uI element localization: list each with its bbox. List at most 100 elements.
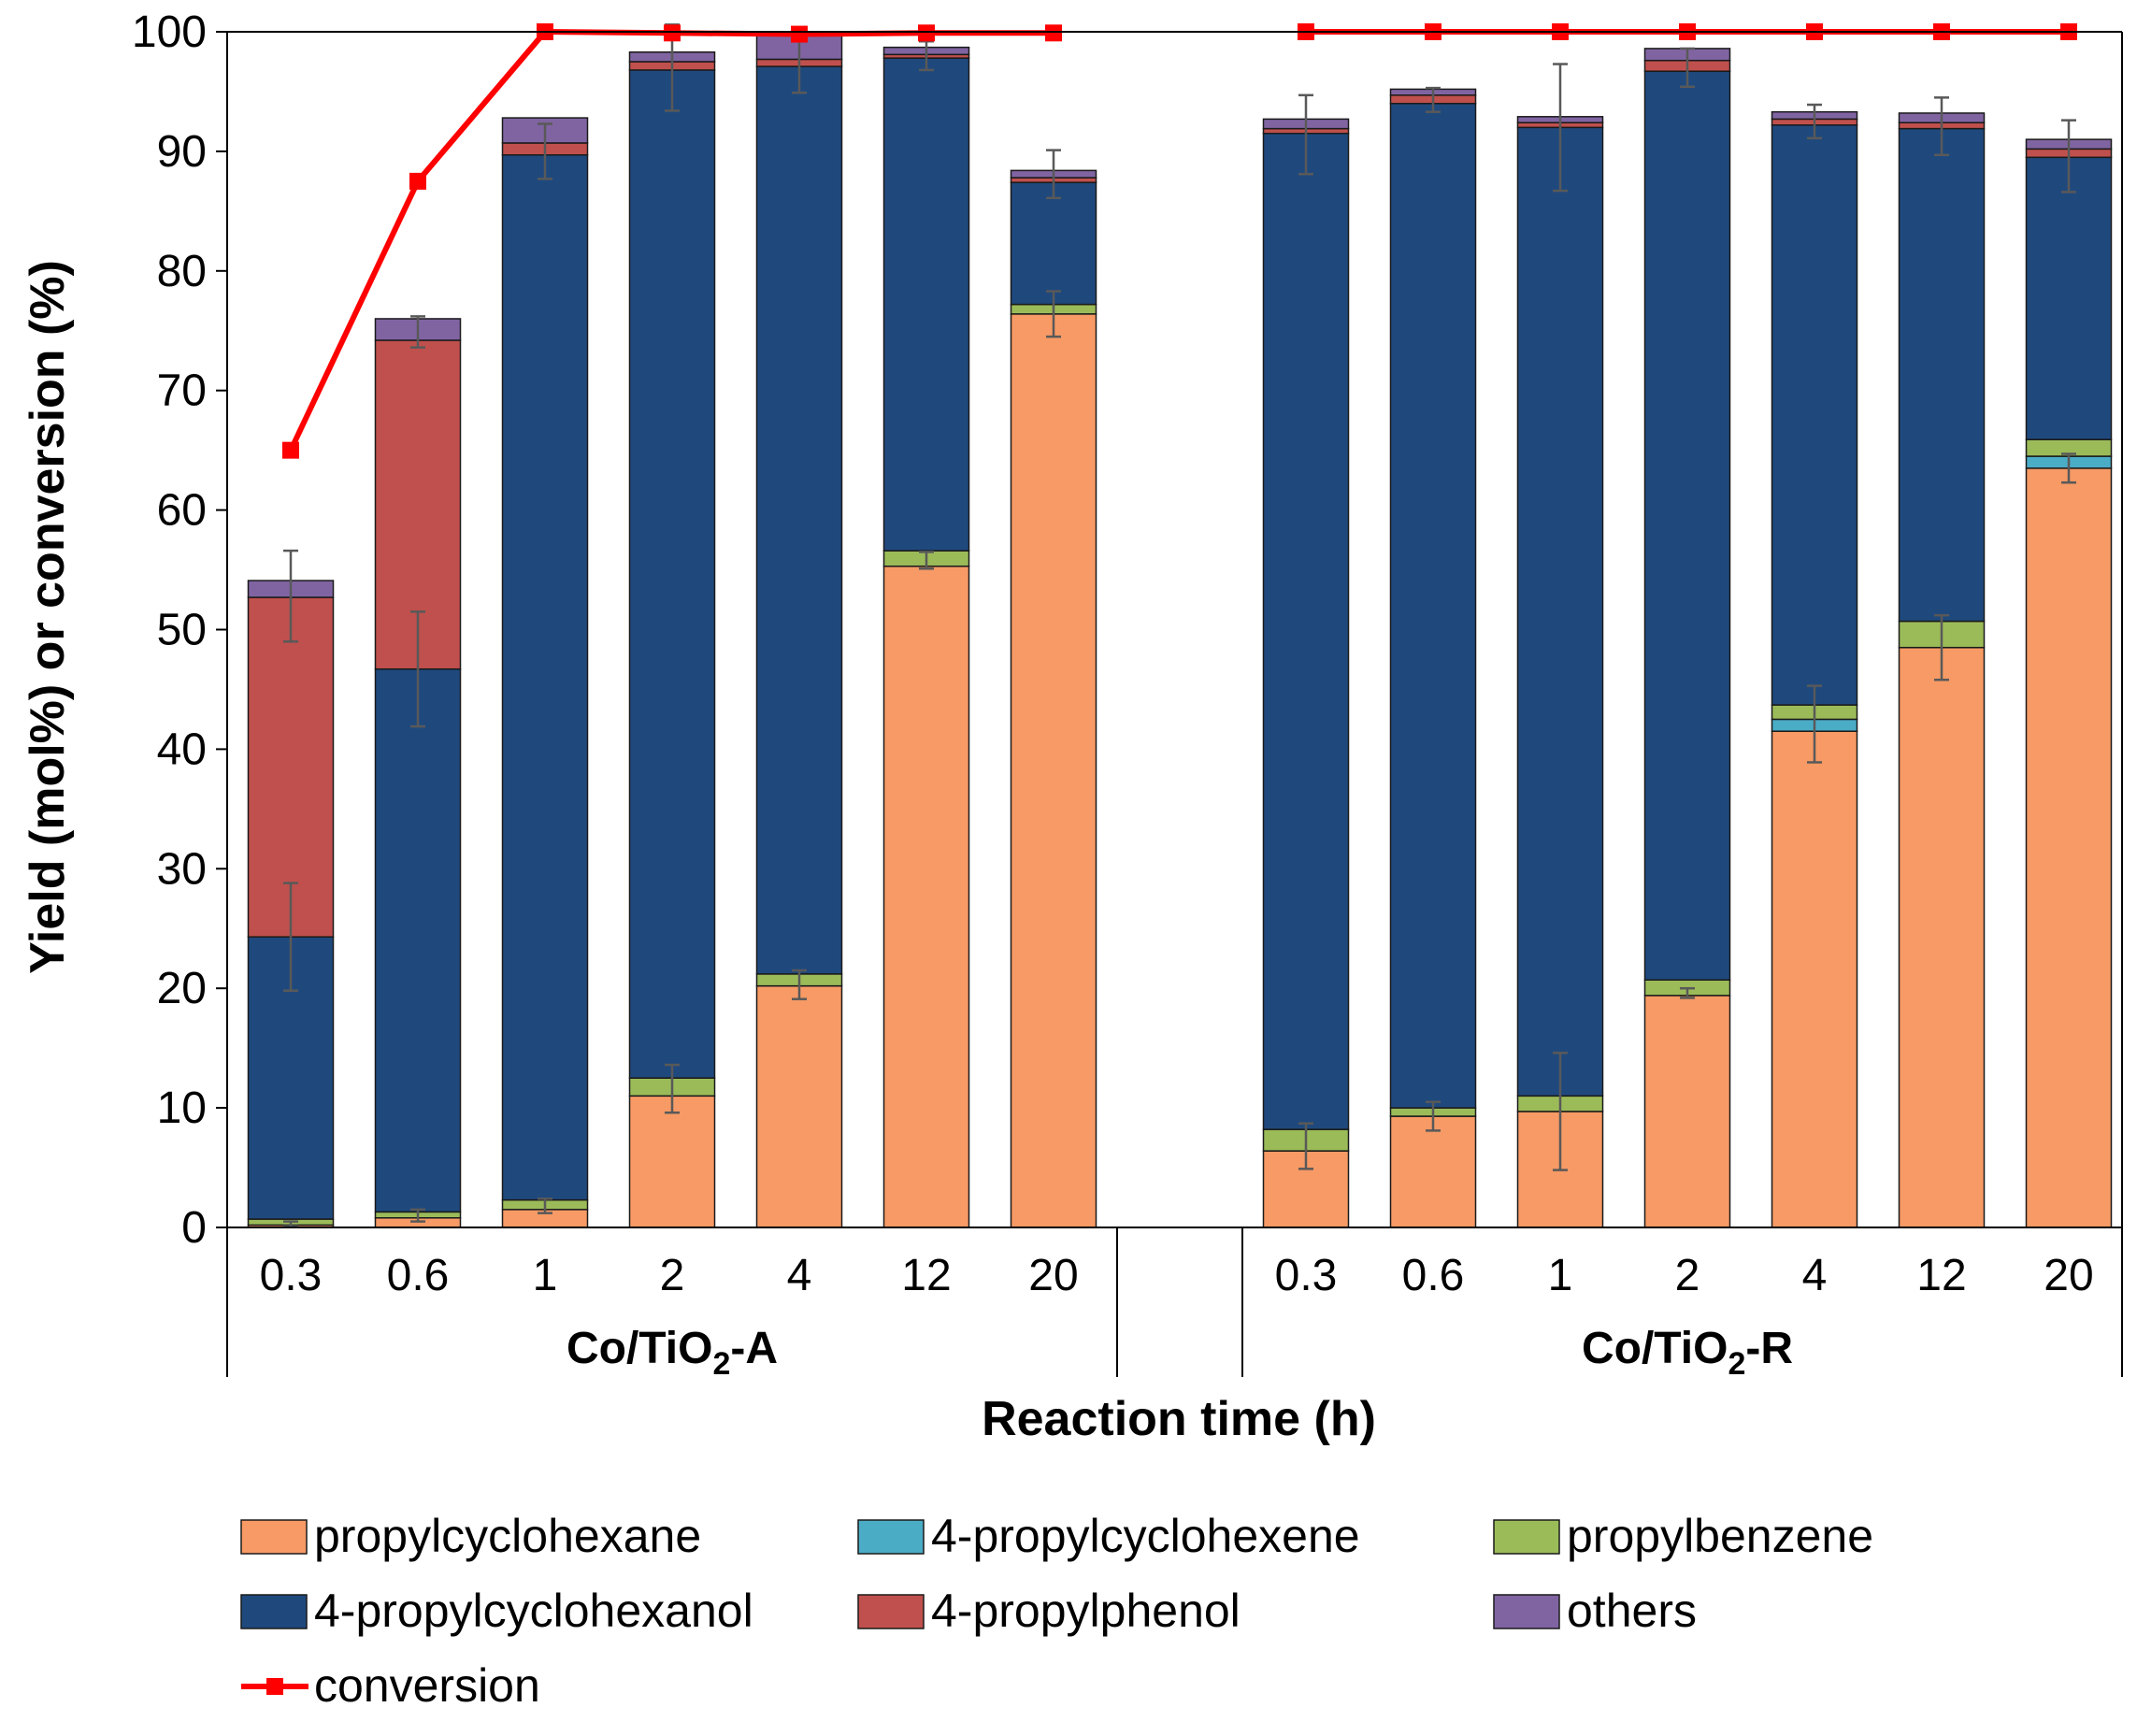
error-bar	[1298, 1122, 1313, 1170]
bar-segment	[1643, 70, 1731, 981]
conversion-marker	[409, 172, 426, 190]
y-tick-label: 60	[157, 486, 207, 536]
legend-label: propylbenzene	[1567, 1510, 1873, 1562]
y-tick-label: 80	[157, 247, 207, 296]
conversion-marker	[664, 24, 681, 42]
y-tick-label: 100	[132, 7, 207, 57]
x-tick-label: 20	[2044, 1251, 2093, 1300]
y-tick-label: 10	[157, 1083, 207, 1133]
legend-label: 4-propylcyclohexene	[931, 1510, 1360, 1562]
error-bar	[410, 1208, 425, 1223]
bar-segment	[1898, 127, 1986, 623]
bar-segment	[1010, 181, 1097, 306]
legend: propylcyclohexane 4-propylcyclohexene prop…	[240, 1510, 1873, 1712]
bar-segment	[501, 153, 589, 1201]
error-bar	[2061, 452, 2076, 484]
legend-label: conversion	[314, 1659, 540, 1712]
x-tick-label: 20	[1028, 1251, 1078, 1300]
error-bar	[792, 968, 807, 1000]
bar-segment	[1389, 1115, 1477, 1228]
bar-segment	[755, 984, 843, 1228]
bar-segment	[1771, 730, 1858, 1228]
group-label: Co/TiO2-A	[567, 1324, 778, 1382]
legend-item: others	[1493, 1585, 1697, 1637]
legend-swatch	[857, 1594, 925, 1629]
error-bar	[1934, 613, 1949, 681]
error-bar	[2061, 119, 2076, 194]
bar-segment	[1516, 126, 1604, 1098]
error-bar	[1934, 96, 1949, 156]
conversion-marker	[1045, 24, 1062, 42]
x-tick-label: 4	[1802, 1251, 1828, 1300]
bar-segment	[2025, 467, 2113, 1228]
error-bar	[283, 1220, 298, 1227]
legend-marker	[266, 1678, 283, 1695]
error-bar	[1807, 103, 1822, 140]
x-tick-label: 2	[1675, 1251, 1700, 1300]
conversion-marker	[918, 24, 935, 42]
y-tick-label: 50	[157, 606, 207, 655]
x-tick-label: 1	[533, 1251, 558, 1300]
y-tick-label: 20	[157, 964, 207, 1013]
x-tick-label: 1	[1548, 1251, 1573, 1300]
bar-segment	[2025, 156, 2113, 440]
error-bar	[1426, 86, 1441, 113]
legend-label: propylcyclohexane	[314, 1510, 701, 1562]
x-tick-label: 0.6	[387, 1251, 450, 1300]
x-tick-label: 0.3	[1275, 1251, 1338, 1300]
y-tick-label: 70	[157, 366, 207, 416]
error-bar	[283, 549, 298, 643]
legend-item: 4-propylphenol	[857, 1585, 1241, 1637]
error-bar	[410, 315, 425, 349]
legend-swatch	[240, 1519, 308, 1555]
x-tick-label: 12	[901, 1251, 951, 1300]
error-bar	[1680, 47, 1695, 89]
bar-segment	[628, 69, 716, 1079]
y-tick-label: 90	[157, 127, 207, 177]
error-bar	[538, 1198, 552, 1214]
plot-area	[247, 23, 2113, 1228]
error-bar	[1807, 684, 1822, 764]
bar-segment	[1389, 102, 1477, 1109]
bar-segment	[1771, 124, 1858, 706]
bar-segment	[1643, 995, 1731, 1228]
error-bar	[1046, 149, 1061, 200]
bar-segment	[882, 565, 970, 1228]
y-tick-label: 0	[181, 1203, 207, 1253]
legend-item: 4-propylcyclohexanol	[240, 1585, 753, 1637]
error-bar	[538, 122, 552, 180]
bar-segment	[247, 596, 335, 938]
bar-segment	[882, 57, 970, 552]
legend-swatch	[240, 1594, 308, 1629]
bar-segment	[1262, 132, 1350, 1130]
legend-swatch	[1493, 1594, 1560, 1629]
x-tick-label: 0.6	[1402, 1251, 1465, 1300]
legend-item: propylbenzene	[1493, 1510, 1873, 1562]
error-bar	[1680, 986, 1695, 999]
y-tick-label: 40	[157, 725, 207, 774]
bar-segment	[374, 667, 462, 1213]
error-bar	[665, 1063, 680, 1114]
bar-segment	[628, 1095, 716, 1228]
conversion-marker	[791, 25, 808, 43]
error-bar	[283, 882, 298, 993]
error-bar	[1298, 93, 1313, 176]
error-bar	[410, 610, 425, 728]
legend-item: propylcyclohexane	[240, 1510, 701, 1562]
x-tick-label: 2	[660, 1251, 685, 1300]
legend-swatch	[857, 1519, 925, 1555]
error-bar	[919, 551, 934, 570]
group-label: Co/TiO2-R	[1582, 1324, 1793, 1382]
error-bar	[1046, 290, 1061, 338]
legend-label: others	[1567, 1585, 1697, 1637]
bar-segment	[1010, 313, 1097, 1228]
legend-item: 4-propylcyclohexene	[857, 1510, 1360, 1562]
legend-label: 4-propylcyclohexanol	[314, 1585, 753, 1637]
legend-label: 4-propylphenol	[931, 1585, 1241, 1637]
legend-swatch	[1493, 1519, 1560, 1555]
y-tick-label: 30	[157, 844, 207, 894]
x-tick-label: 12	[1916, 1251, 1966, 1300]
conversion-marker	[282, 441, 299, 459]
bar-segment	[755, 65, 843, 975]
